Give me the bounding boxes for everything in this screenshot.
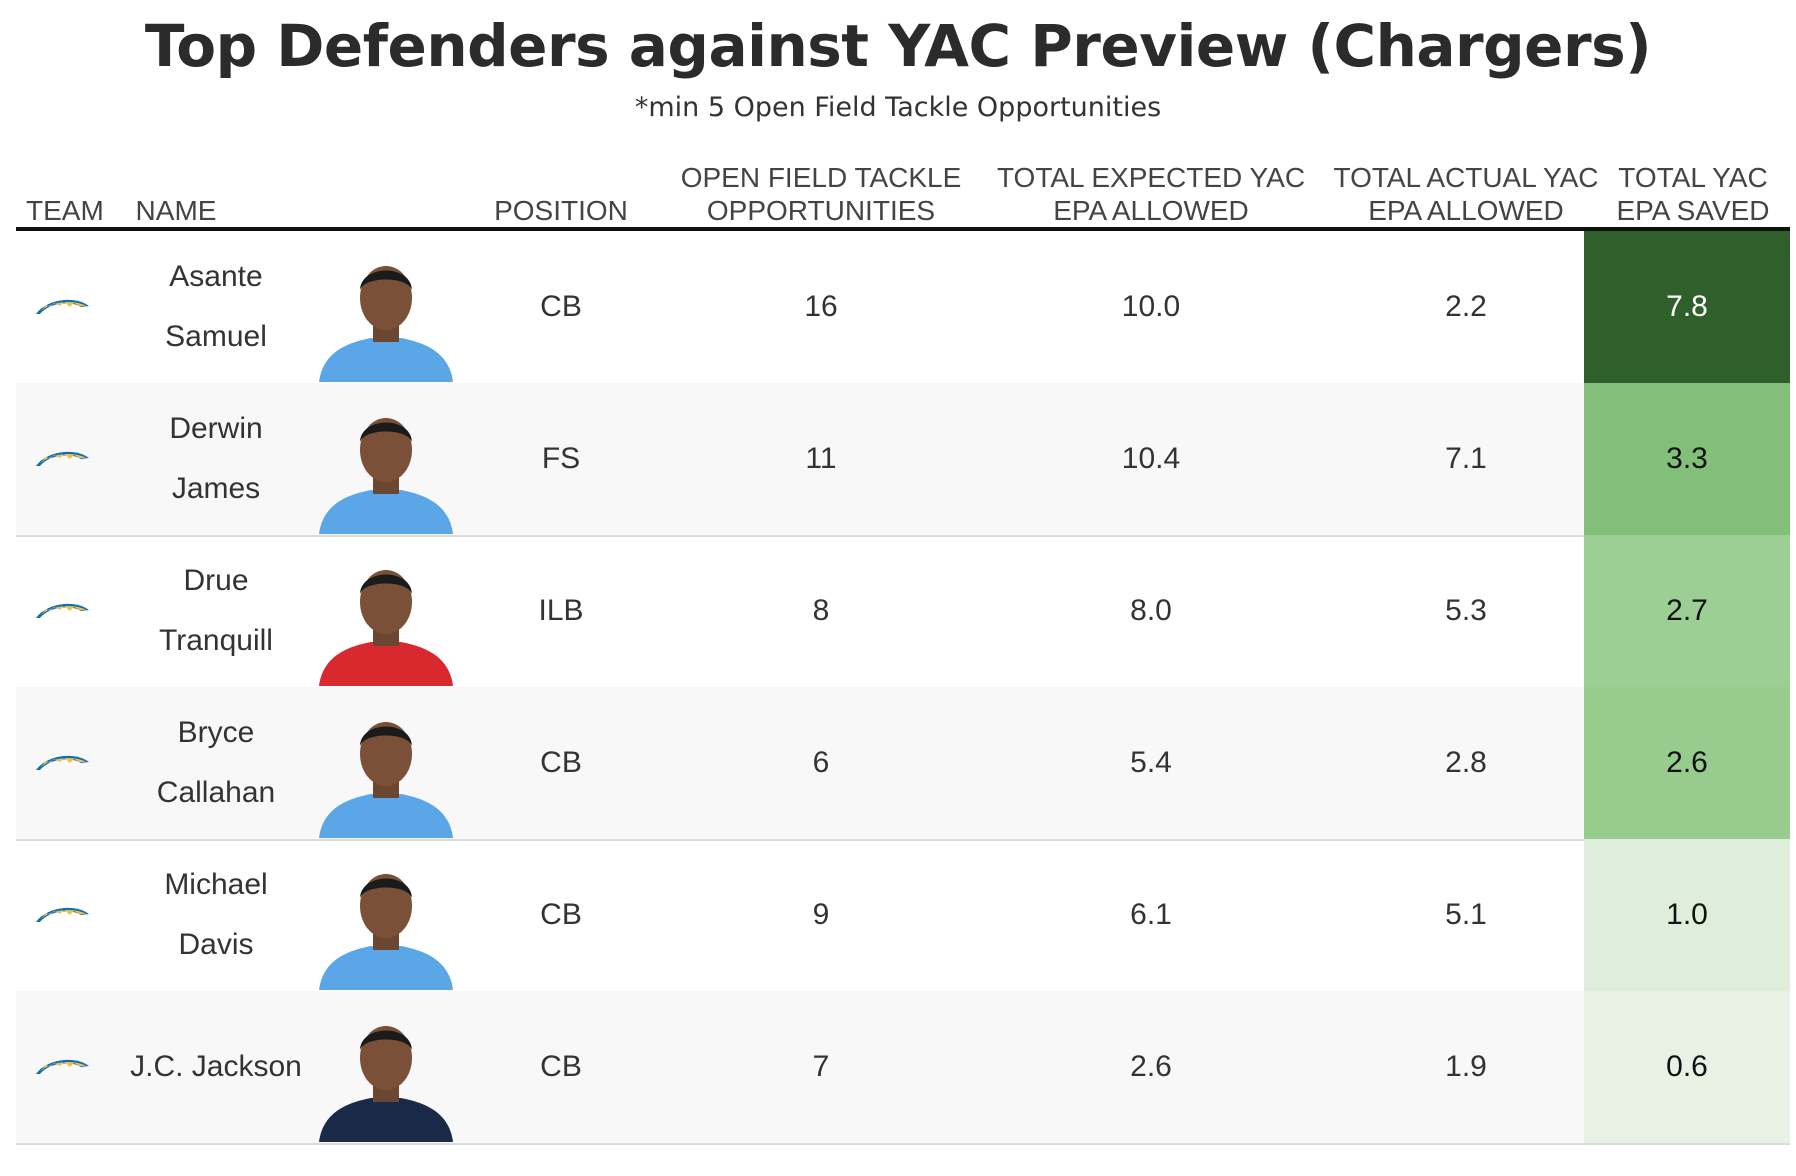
actual-epa-cell: 5.1 (1445, 898, 1487, 931)
position-cell: CB (540, 290, 582, 323)
table-row: Michael Davis CB 9 6.1 5.1 1.0 (16, 839, 1790, 993)
epa-saved-cell: 2.7 (1584, 535, 1790, 687)
player-headshot-icon (306, 231, 466, 383)
team-logo-icon (16, 991, 164, 1143)
chart-title: Top Defenders against YAC Preview (Charg… (144, 12, 1652, 80)
opportunities-cell: 8 (812, 594, 830, 627)
opportunities-cell: 9 (812, 898, 830, 931)
epa-saved-cell: 0.6 (1584, 991, 1790, 1143)
position-cell: CB (540, 898, 582, 931)
position-cell: FS (541, 442, 581, 475)
expected-epa-cell: 10.4 (1121, 442, 1181, 475)
table-row: Drue Tranquill ILB 8 8.0 5.3 2.7 (16, 535, 1790, 689)
team-logo-icon (16, 535, 164, 687)
team-logo-icon (16, 231, 164, 383)
position-cell: CB (540, 1050, 582, 1083)
player-headshot-icon (306, 839, 466, 991)
table-row: Derwin James FS 11 10.4 7.1 3.3 (16, 383, 1790, 537)
player-headshot-icon (306, 535, 466, 687)
expected-epa-cell: 10.0 (1121, 290, 1181, 323)
actual-epa-cell: 2.8 (1445, 746, 1487, 779)
header-name: NAME (135, 195, 217, 226)
opportunities-cell: 16 (804, 290, 838, 323)
header-opportunities: OPEN FIELD TACKLE OPPORTUNITIES (680, 162, 962, 226)
epa-saved-cell: 2.6 (1584, 687, 1790, 839)
team-logo-icon (16, 687, 164, 839)
expected-epa-cell: 8.0 (1130, 594, 1172, 627)
team-logo-icon (16, 839, 164, 991)
opportunities-cell: 7 (812, 1050, 830, 1083)
player-name: J.C. Jackson (130, 1050, 302, 1083)
expected-epa-cell: 5.4 (1130, 746, 1172, 779)
team-logo-icon (16, 383, 164, 535)
header-saved: TOTAL YAC EPA SAVED (1616, 162, 1770, 226)
player-name: Derwin James (169, 412, 263, 505)
header-team: TEAM (26, 195, 104, 226)
epa-saved-cell: 1.0 (1584, 839, 1790, 991)
opportunities-cell: 11 (805, 442, 837, 475)
actual-epa-cell: 5.3 (1445, 594, 1487, 627)
chart-subtitle: *min 5 Open Field Tackle Opportunities (634, 92, 1162, 123)
player-name: Michael Davis (164, 868, 268, 961)
player-name: Drue Tranquill (159, 564, 273, 657)
player-headshot-icon (306, 991, 466, 1143)
table-row: J.C. Jackson CB 7 2.6 1.9 0.6 (16, 991, 1790, 1145)
table-row: Asante Samuel CB 16 10.0 2.2 7.8 (16, 231, 1790, 385)
position-cell: CB (540, 746, 582, 779)
player-name: Asante Samuel (165, 260, 267, 353)
epa-saved-cell: 7.8 (1584, 231, 1790, 383)
position-cell: ILB (538, 594, 584, 627)
header-rule (16, 227, 1790, 231)
actual-epa-cell: 7.1 (1445, 442, 1487, 475)
epa-saved-cell: 3.3 (1584, 383, 1790, 535)
player-headshot-icon (306, 383, 466, 535)
opportunities-cell: 6 (812, 746, 830, 779)
actual-epa-cell: 2.2 (1445, 290, 1487, 323)
header-actual: TOTAL ACTUAL YAC EPA ALLOWED (1333, 162, 1599, 226)
expected-epa-cell: 6.1 (1130, 898, 1172, 931)
expected-epa-cell: 2.6 (1130, 1050, 1172, 1083)
player-name: Bryce Callahan (156, 716, 276, 809)
header-position: POSITION (494, 195, 628, 226)
header-expected: TOTAL EXPECTED YAC EPA ALLOWED (996, 162, 1306, 226)
table-row: Bryce Callahan CB 6 5.4 2.8 2.6 (16, 687, 1790, 841)
actual-epa-cell: 1.9 (1445, 1050, 1487, 1083)
player-headshot-icon (306, 687, 466, 839)
